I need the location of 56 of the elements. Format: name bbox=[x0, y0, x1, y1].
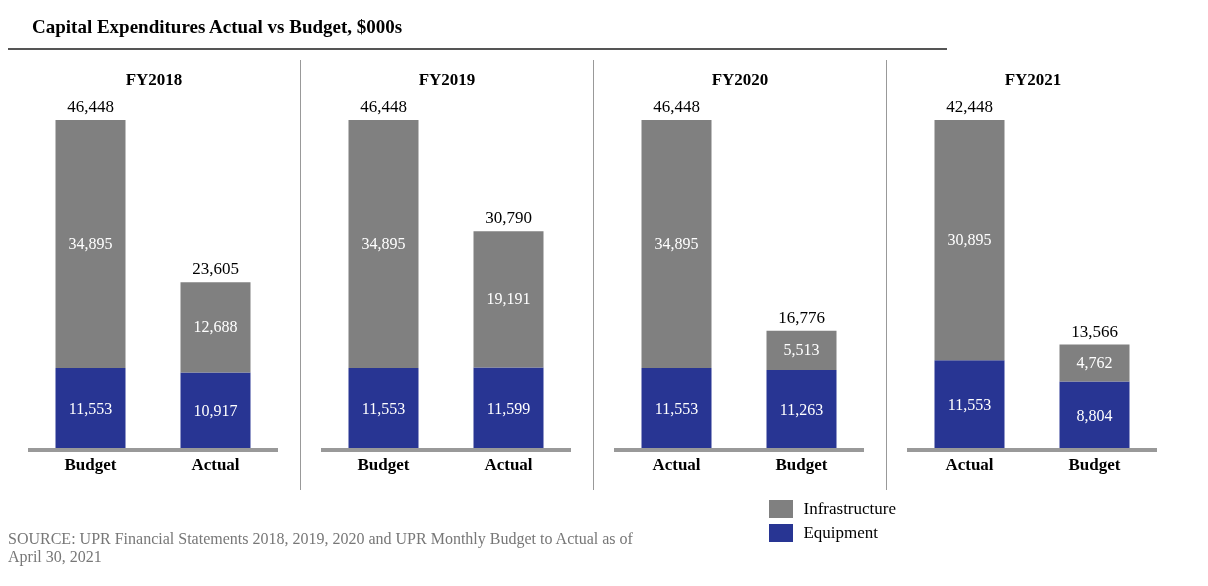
data-label: 19,191 bbox=[486, 290, 531, 308]
bar bbox=[473, 231, 544, 368]
x-tick-label: Budget bbox=[775, 455, 828, 475]
bar bbox=[473, 367, 544, 450]
chart-title: FY2021 bbox=[1003, 70, 1063, 90]
data-label: 11,553 bbox=[947, 396, 992, 414]
total-label: 30,790 bbox=[485, 208, 532, 228]
data-label: 11,263 bbox=[779, 400, 824, 418]
bar bbox=[766, 369, 837, 450]
x-tick-label: Budget bbox=[64, 455, 117, 475]
legend-label: Infrastructure bbox=[803, 499, 896, 519]
total-label: 46,448 bbox=[360, 97, 407, 116]
bar bbox=[934, 120, 1005, 361]
bar bbox=[1059, 381, 1130, 450]
bar bbox=[1059, 344, 1130, 382]
bar bbox=[180, 372, 251, 450]
bar bbox=[55, 120, 126, 368]
total-label: 16,776 bbox=[778, 307, 825, 327]
x-tick-label: Actual bbox=[484, 455, 533, 475]
chart-subtitle: FY2018 bbox=[124, 70, 184, 90]
bar bbox=[180, 282, 251, 373]
data-label: 34,895 bbox=[361, 234, 406, 252]
source-note: SOURCE: UPR Financial Statements 2018, 2019, 2020 and UPR Monthly Budget to Actual as of April 30, 2021 bbox=[8, 530, 634, 566]
x-tick-label: Actual bbox=[945, 455, 994, 475]
chart-title: Capital Expenditures Actual vs Budget, $000s bbox=[8, 8, 947, 50]
data-label: 11,599 bbox=[486, 399, 531, 417]
bar bbox=[934, 360, 1005, 450]
bar bbox=[348, 367, 419, 450]
total-label: 42,448 bbox=[946, 97, 993, 116]
total-label: 23,605 bbox=[192, 259, 239, 279]
bar bbox=[55, 367, 126, 450]
chart-title: FY2019 bbox=[417, 70, 477, 90]
x-tick-label: Budget bbox=[357, 455, 410, 475]
data-label: 12,688 bbox=[193, 318, 238, 336]
data-label: 10,917 bbox=[193, 402, 238, 420]
data-label: 11,553 bbox=[68, 399, 113, 417]
data-label: 5,513 bbox=[783, 341, 820, 359]
bar bbox=[766, 330, 837, 370]
data-label: 11,553 bbox=[654, 399, 699, 417]
bar bbox=[641, 367, 712, 450]
bar bbox=[641, 120, 712, 368]
data-label: 30,895 bbox=[947, 231, 992, 249]
data-label: 11,553 bbox=[361, 399, 406, 417]
x-tick-label: Actual bbox=[652, 455, 701, 475]
bar bbox=[348, 120, 419, 368]
legend-label: Equipment bbox=[803, 523, 879, 543]
total-label: 46,448 bbox=[67, 97, 114, 116]
x-tick-label: Actual bbox=[191, 455, 240, 475]
data-label: 34,895 bbox=[68, 234, 113, 252]
x-tick-label: Budget bbox=[1068, 455, 1121, 475]
data-label: 34,895 bbox=[654, 234, 699, 252]
total-label: 46,448 bbox=[653, 97, 700, 116]
total-label: 13,566 bbox=[1071, 321, 1118, 341]
data-label: 4,762 bbox=[1076, 354, 1113, 372]
chart-title: FY2020 bbox=[710, 70, 770, 90]
data-label: 8,804 bbox=[1076, 406, 1113, 424]
